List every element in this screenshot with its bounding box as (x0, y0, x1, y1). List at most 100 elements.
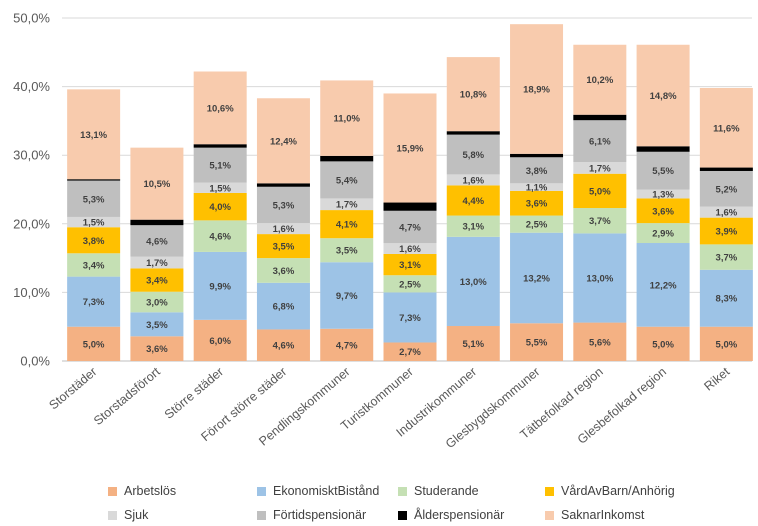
bar-segment (510, 215, 564, 233)
bar-segment (573, 162, 627, 174)
data-label: 5,3% (83, 194, 105, 205)
bar-segment (67, 276, 121, 327)
bar-segment (67, 180, 121, 217)
data-label: 3,9% (716, 227, 738, 238)
data-label: 3,4% (83, 260, 105, 271)
bar-segment (320, 80, 374, 156)
data-label: 3,7% (716, 253, 738, 264)
bar-segment (256, 282, 310, 330)
legend-swatch (108, 486, 117, 496)
bar-segment (130, 291, 184, 313)
bar-segment (699, 87, 753, 168)
data-label: 3,4% (146, 276, 168, 287)
bar-segment (573, 114, 627, 121)
data-label: 5,4% (336, 175, 358, 186)
bar-segment (446, 215, 500, 237)
data-label: 13,0% (586, 273, 613, 284)
data-label: 10,6% (207, 103, 234, 114)
data-label: 1,6% (716, 208, 738, 219)
legend-label: Förtidspensionär (273, 508, 367, 522)
bar-segment (130, 336, 184, 361)
data-label: 1,7% (336, 200, 358, 211)
bar-segment (320, 210, 374, 239)
data-label: 9,7% (336, 291, 358, 302)
data-label: 10,2% (586, 75, 613, 86)
data-label: 9,9% (209, 281, 231, 292)
bar-segment (446, 326, 500, 361)
data-label: 12,2% (650, 280, 677, 291)
bar-segment (67, 179, 121, 181)
bar-segment (193, 220, 247, 252)
x-tick-label: Riket (701, 364, 732, 393)
bar-segment (636, 223, 690, 244)
data-label: 13,2% (523, 273, 550, 284)
y-tick-label: 50,0% (13, 11, 50, 26)
bar-segment (130, 147, 184, 220)
bar-segment (320, 198, 374, 211)
bar-segment (193, 319, 247, 361)
legend-swatch (545, 486, 554, 496)
data-label: 1,1% (526, 183, 548, 194)
bar-segment (256, 223, 310, 235)
data-label: 7,3% (399, 313, 421, 324)
bar-segment (510, 323, 564, 361)
bar-segment (573, 233, 627, 323)
data-label: 1,6% (462, 175, 484, 186)
data-label: 1,6% (273, 224, 295, 235)
bar-segment (573, 208, 627, 234)
data-label: 14,8% (650, 91, 677, 102)
data-label: 5,0% (83, 339, 105, 350)
data-label: 3,5% (146, 320, 168, 331)
data-label: 6,1% (589, 137, 611, 148)
data-label: 4,7% (336, 340, 358, 351)
x-tick-label: Större städer (162, 365, 226, 422)
bar-segment (510, 183, 564, 191)
bar-segment (130, 256, 184, 269)
legend-label: EkonomisktBistånd (273, 484, 380, 498)
bar-segment (67, 89, 121, 180)
legend-label: SaknarInkomst (561, 508, 645, 522)
data-label: 3,8% (83, 236, 105, 247)
bar-segment (699, 244, 753, 270)
data-label: 5,3% (273, 200, 295, 211)
bar-segment (256, 98, 310, 184)
bar-segment (636, 44, 690, 147)
data-label: 5,8% (462, 150, 484, 161)
legend-label: Sjuk (124, 508, 149, 522)
bar-segment (320, 238, 374, 263)
bar-segment (636, 189, 690, 199)
bar-segment (193, 144, 247, 148)
bar-segment (699, 217, 753, 245)
bar-segment (256, 234, 310, 259)
bar-segment (320, 328, 374, 361)
bar-segment (446, 174, 500, 186)
bar-segment (256, 258, 310, 283)
data-label: 1,5% (83, 218, 105, 229)
data-label: 2,5% (399, 279, 421, 290)
bar-segment (573, 120, 627, 163)
data-label: 7,3% (83, 297, 105, 308)
data-label: 4,6% (146, 236, 168, 247)
data-label: 4,4% (462, 196, 484, 207)
bar-segment (193, 251, 247, 320)
legend-item: Ålderspensionär (398, 508, 504, 522)
bar-segment (446, 57, 500, 132)
stacked-bar-chart: 0,0% 10,0% 20,0% 30,0% 40,0% 50,0% 5,0% 7,3% 3,4… (13, 11, 753, 451)
data-label: 5,5% (526, 338, 548, 349)
bar-segment (699, 269, 753, 327)
bar-segment (636, 151, 690, 190)
bar-segment (130, 225, 184, 257)
bar-segment (193, 71, 247, 145)
bar-segment (383, 210, 437, 244)
bar-segment (320, 262, 374, 329)
data-label: 5,1% (209, 161, 231, 172)
bar-segment (383, 93, 437, 203)
data-label: 1,5% (209, 183, 231, 194)
data-label: 10,8% (460, 90, 487, 101)
y-tick-label: 40,0% (13, 79, 50, 94)
bar-segment (67, 227, 121, 254)
data-label: 6,8% (273, 302, 295, 313)
data-label: 3,8% (526, 166, 548, 177)
data-label: 15,9% (397, 143, 424, 154)
data-label: 12,4% (270, 136, 297, 147)
